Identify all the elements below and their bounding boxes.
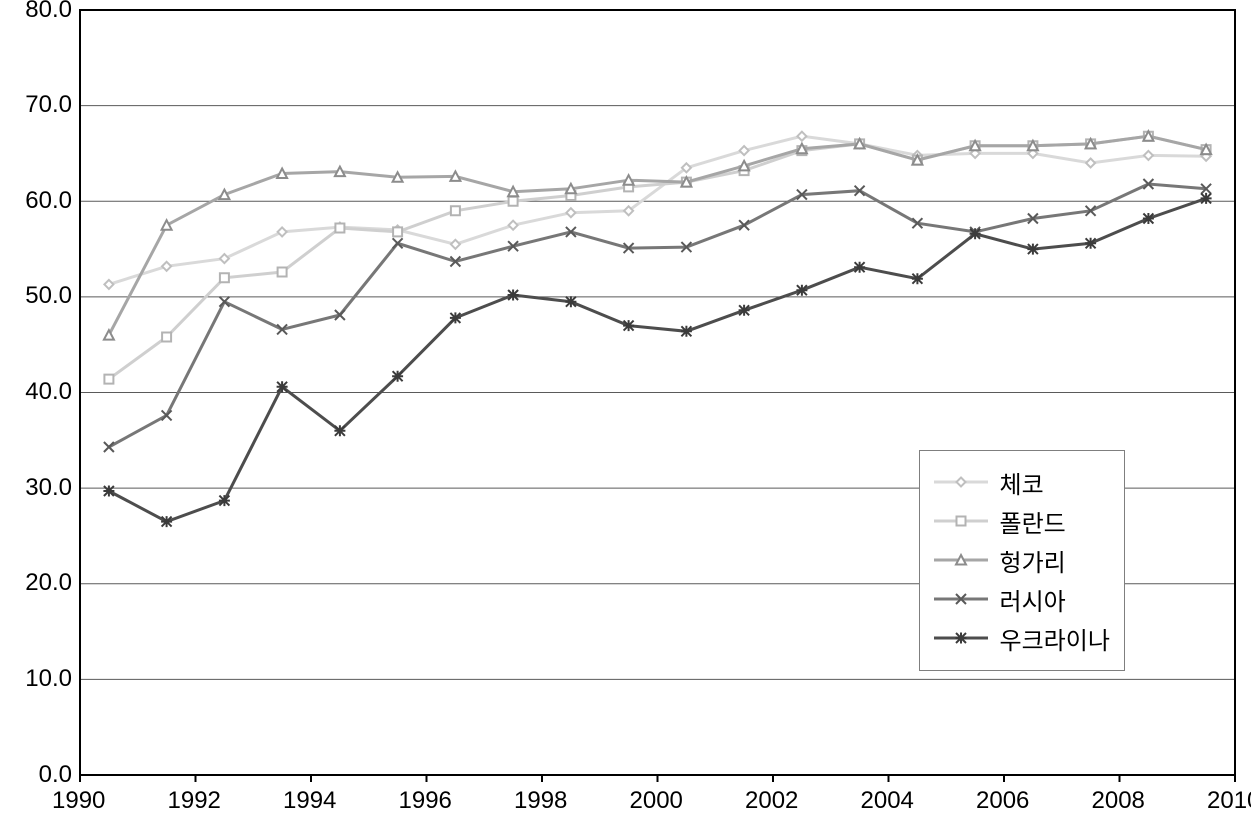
- y-tick-label: 80.0: [25, 0, 72, 24]
- legend-label-hungary: 헝가리: [1000, 543, 1066, 578]
- series-marker-poland: [335, 224, 344, 233]
- y-tick-label: 0.0: [39, 761, 72, 789]
- series-marker-ukraine: [1027, 244, 1038, 255]
- series-marker-poland: [509, 197, 518, 206]
- chart-background: [0, 0, 1251, 827]
- x-tick-label: 1990: [52, 787, 105, 815]
- x-tick-label: 2004: [861, 787, 914, 815]
- y-tick-label: 60.0: [25, 187, 72, 215]
- legend-swatch-czech: [934, 472, 988, 492]
- chart-svg: [0, 0, 1251, 827]
- legend-label-ukraine: 우크라이나: [1000, 621, 1110, 656]
- series-marker-ukraine: [219, 495, 230, 506]
- series-marker-ukraine: [854, 262, 865, 273]
- series-marker-ukraine: [161, 516, 172, 527]
- series-marker-ukraine: [1201, 193, 1212, 204]
- y-tick-label: 50.0: [25, 282, 72, 310]
- series-marker-poland: [220, 273, 229, 282]
- series-marker-poland: [278, 268, 287, 277]
- legend-swatch-ukraine: [934, 628, 988, 648]
- x-tick-label: 1994: [283, 787, 336, 815]
- series-marker-ukraine: [739, 305, 750, 316]
- legend-label-russia: 러시아: [1000, 582, 1066, 617]
- x-tick-label: 2006: [976, 787, 1029, 815]
- y-tick-label: 20.0: [25, 569, 72, 597]
- y-tick-label: 40.0: [25, 378, 72, 406]
- y-tick-label: 10.0: [25, 665, 72, 693]
- legend-swatch-hungary: [934, 550, 988, 570]
- series-marker-ukraine: [1085, 238, 1096, 249]
- x-tick-label: 1992: [168, 787, 221, 815]
- series-marker-ukraine: [392, 371, 403, 382]
- x-tick-label: 2008: [1092, 787, 1145, 815]
- series-marker-ukraine: [623, 320, 634, 331]
- series-marker-ukraine: [796, 285, 807, 296]
- series-marker-ukraine: [681, 326, 692, 337]
- legend-label-czech: 체코: [1000, 465, 1044, 500]
- series-marker-ukraine: [1143, 213, 1154, 224]
- y-tick-label: 30.0: [25, 474, 72, 502]
- series-marker-ukraine: [277, 381, 288, 392]
- legend-item-ukraine: 우크라이나: [934, 621, 1110, 656]
- x-tick-label: 2010: [1207, 787, 1251, 815]
- x-tick-label: 2002: [745, 787, 798, 815]
- series-marker-poland: [162, 333, 171, 342]
- series-marker-poland: [393, 227, 402, 236]
- series-marker-ukraine: [565, 296, 576, 307]
- series-marker-ukraine: [508, 290, 519, 301]
- legend-swatch-russia: [934, 589, 988, 609]
- legend-item-russia: 러시아: [934, 582, 1110, 617]
- series-marker-ukraine: [334, 425, 345, 436]
- legend: 체코 폴란드 헝가리 러시아 우크라이나: [919, 450, 1125, 671]
- legend-item-czech: 체코: [934, 465, 1110, 500]
- series-marker-ukraine: [450, 312, 461, 323]
- series-marker-poland: [451, 206, 460, 215]
- line-chart: 0.0 10.0 20.0 30.0 40.0 50.0 60.0 70.0 80.0 1990 1…: [0, 0, 1251, 827]
- series-marker-ukraine: [103, 486, 114, 497]
- x-tick-label: 1998: [514, 787, 567, 815]
- x-tick-label: 1996: [399, 787, 452, 815]
- series-marker-ukraine: [970, 228, 981, 239]
- x-tick-label: 2000: [630, 787, 683, 815]
- legend-label-poland: 폴란드: [1000, 504, 1066, 539]
- series-marker-poland: [104, 375, 113, 384]
- legend-swatch-poland: [934, 511, 988, 531]
- y-tick-label: 70.0: [25, 91, 72, 119]
- series-marker-ukraine: [912, 273, 923, 284]
- legend-item-poland: 폴란드: [934, 504, 1110, 539]
- legend-item-hungary: 헝가리: [934, 543, 1110, 578]
